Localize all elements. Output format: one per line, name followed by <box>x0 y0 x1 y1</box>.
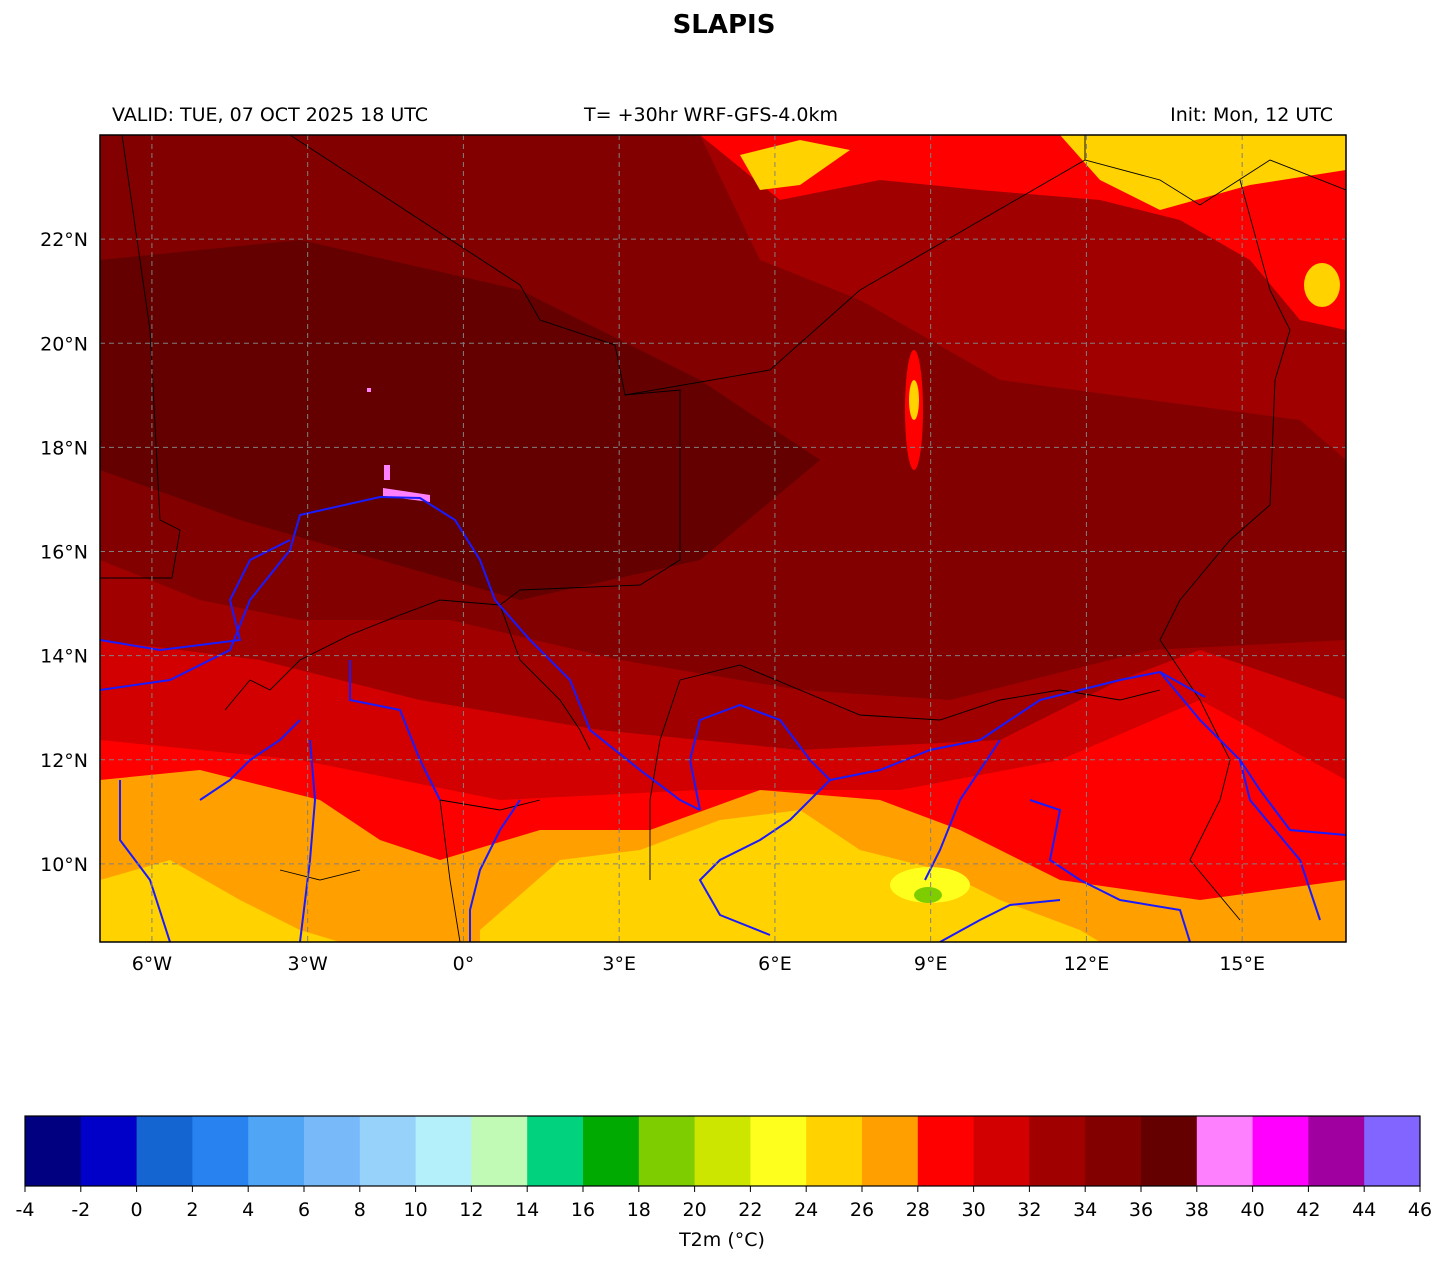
colorbar-swatch <box>1196 1116 1254 1186</box>
colorbar-tick-label: 38 <box>1185 1199 1209 1221</box>
map-frame <box>99 134 1347 943</box>
colorbar-swatch <box>694 1116 751 1186</box>
colorbar-swatch <box>638 1116 696 1186</box>
colorbar-tick-label: 42 <box>1296 1199 1320 1221</box>
colorbar-tick-label: 40 <box>1241 1199 1265 1221</box>
colorbar-tick-label: 16 <box>571 1199 595 1221</box>
lon-tick-label: 3°W <box>287 953 328 975</box>
lat-tick-label: 20°N <box>40 333 88 355</box>
gridlines <box>100 135 1346 942</box>
colorbar-tick-label: 32 <box>1017 1199 1041 1221</box>
colorbar-tick-label: 34 <box>1073 1199 1097 1221</box>
temperature-map: 6°W 3°W 0° 3°E 6°E 9°E 12°E 15°E 22°N 20°N 18°N 16… <box>40 134 1347 975</box>
colorbar-tick-label: 2 <box>186 1199 198 1221</box>
temp-field-north-gold <box>740 135 1346 210</box>
colorbar-swatch <box>583 1116 640 1186</box>
colorbar-tick-label: 44 <box>1352 1199 1376 1221</box>
colorbar-swatch <box>415 1116 472 1186</box>
colorbar-tick-label: 30 <box>962 1199 986 1221</box>
colorbar-swatch <box>917 1116 975 1186</box>
latitude-labels: 22°N 20°N 18°N 16°N 14°N 12°N 10°N <box>40 229 88 876</box>
colorbar-tick-label: 12 <box>459 1199 483 1221</box>
colorbar-tick-label: 26 <box>850 1199 874 1221</box>
colorbar-swatch <box>1252 1116 1309 1186</box>
lat-tick-label: 18°N <box>40 437 88 459</box>
colorbar-tick-label: 28 <box>906 1199 930 1221</box>
lon-tick-label: 3°E <box>602 953 636 975</box>
colorbar-swatch <box>527 1116 584 1186</box>
valid-time-label: VALID: TUE, 07 OCT 2025 18 UTC <box>112 104 428 126</box>
colorbar-tick-label: 24 <box>794 1199 818 1221</box>
colorbar-swatch <box>192 1116 249 1186</box>
colorbar-tick-label: 4 <box>242 1199 254 1221</box>
colorbar-swatch <box>806 1116 863 1186</box>
colorbar-swatch <box>1029 1116 1086 1186</box>
forecast-hour-label: T= +30hr WRF-GFS-4.0km <box>584 104 838 126</box>
colorbar-swatch <box>248 1116 305 1186</box>
temp-field-green-patch <box>914 887 942 903</box>
lon-tick-label: 15°E <box>1219 953 1265 975</box>
colorbar-tick-label: 8 <box>354 1199 366 1221</box>
colorbar-swatch <box>136 1116 193 1186</box>
lon-tick-label: 6°W <box>132 953 173 975</box>
colorbar-tick-label: 10 <box>404 1199 428 1221</box>
colorbar-tick-label: 20 <box>683 1199 707 1221</box>
country-borders <box>100 135 1346 942</box>
colorbar-swatch <box>25 1116 82 1186</box>
lon-tick-label: 6°E <box>758 953 792 975</box>
colorbar-tick-label: 18 <box>627 1199 651 1221</box>
colorbar-swatch <box>1141 1116 1198 1186</box>
colorbar-tick-label: 6 <box>298 1199 310 1221</box>
lat-tick-label: 22°N <box>40 229 88 251</box>
lon-tick-label: 9°E <box>914 953 948 975</box>
colorbar-tick-label: 14 <box>515 1199 539 1221</box>
lat-tick-label: 14°N <box>40 646 88 668</box>
colorbar-tick-label: 0 <box>131 1199 143 1221</box>
colorbar-frame <box>24 1115 1421 1187</box>
colorbar-swatch <box>750 1116 807 1186</box>
longitude-labels: 6°W 3°W 0° 3°E 6°E 9°E 12°E 15°E <box>132 953 1265 975</box>
lat-tick-label: 16°N <box>40 542 88 564</box>
colorbar-tick-label: 22 <box>738 1199 762 1221</box>
colorbar-swatch <box>1085 1116 1142 1186</box>
temp-field-hottest <box>100 240 820 600</box>
colorbar-swatch <box>359 1116 417 1186</box>
colorbar-swatch <box>80 1116 138 1186</box>
colorbar-label: T2m (°C) <box>678 1229 765 1251</box>
colorbar-swatch <box>1308 1116 1365 1186</box>
temp-field-yellow-patch <box>890 867 970 903</box>
lon-tick-label: 0° <box>453 953 475 975</box>
colorbar-swatch <box>973 1116 1030 1186</box>
colorbar-tick-label: -4 <box>16 1199 35 1221</box>
init-time-label: Init: Mon, 12 UTC <box>1170 104 1333 126</box>
colorbar-tick-label: 36 <box>1129 1199 1153 1221</box>
lon-tick-label: 12°E <box>1064 953 1110 975</box>
lat-tick-label: 10°N <box>40 854 88 876</box>
colorbar-swatch <box>304 1116 361 1186</box>
temp-field-green-north <box>1304 263 1340 307</box>
temp-field-air-core <box>909 380 919 420</box>
colorbar-swatch <box>862 1116 919 1186</box>
colorbar-swatch <box>1364 1116 1421 1186</box>
colorbar-tick-label: 46 <box>1408 1199 1432 1221</box>
map-title: SLAPIS <box>672 10 776 40</box>
colorbar: -4 -2 0 2 4 6 8 10 12 14 16 18 20 22 24 26 28 30 32 34 36 38 4… <box>16 1115 1432 1251</box>
temp-field-gold-south <box>100 810 1100 942</box>
colorbar-tick-label: -2 <box>71 1199 90 1221</box>
colorbar-swatch <box>471 1116 528 1186</box>
lat-tick-label: 12°N <box>40 750 88 772</box>
